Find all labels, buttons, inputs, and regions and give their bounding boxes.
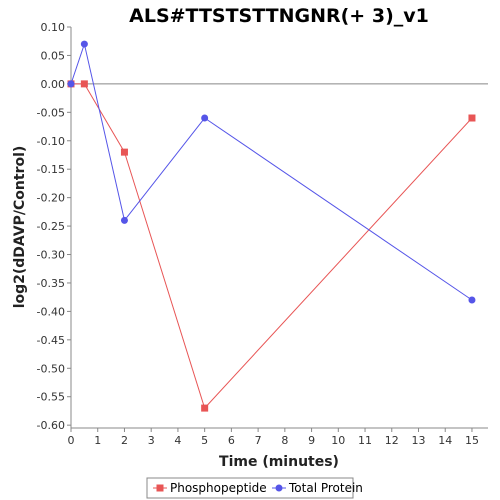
- y-tick-label: -0.50: [37, 362, 65, 375]
- x-tick-label: 10: [331, 434, 345, 447]
- y-tick-label: -0.25: [37, 220, 65, 233]
- x-tick-label: 7: [255, 434, 262, 447]
- chart-title: ALS#TTSTSTTNGNR(+ 3)_v1: [129, 5, 429, 27]
- y-tick-label: 0.00: [41, 78, 66, 91]
- data-point: [67, 80, 75, 88]
- x-tick-label: 5: [201, 434, 208, 447]
- legend-item-total-protein: Total Protein: [272, 481, 363, 495]
- x-tick-label: 1: [94, 434, 101, 447]
- y-tick-label: -0.45: [37, 334, 65, 347]
- plot-area: [71, 27, 488, 428]
- legend-box: [146, 477, 354, 499]
- x-tick-label: 9: [308, 434, 315, 447]
- series-total-protein: [67, 40, 476, 304]
- x-tick-label: 0: [68, 434, 75, 447]
- y-tick-label: -0.55: [37, 391, 65, 404]
- legend-item-phosphopeptide: Phosphopeptide: [153, 481, 267, 495]
- x-tick-label: 3: [148, 434, 155, 447]
- y-tick-label: 0.10: [41, 21, 66, 34]
- data-point: [201, 114, 209, 122]
- x-tick-label: 15: [465, 434, 479, 447]
- y-axis: 0.10 0.05 0.00 -0.05 -0.10 -0.15 -0.20 -0.25 -0.…: [37, 21, 72, 432]
- legend-marker: [275, 484, 283, 492]
- y-tick-label: -0.40: [37, 305, 65, 318]
- legend: Phosphopeptide Total Protein: [146, 477, 363, 499]
- y-tick-label: -0.30: [37, 249, 65, 262]
- y-axis-title: log2(dDAVP/Control): [12, 146, 28, 309]
- data-point: [201, 404, 209, 412]
- y-tick-label: -0.20: [37, 192, 65, 205]
- y-tick-label: -0.10: [37, 135, 65, 148]
- data-point: [120, 148, 128, 156]
- x-axis-title: Time (minutes): [219, 454, 339, 470]
- legend-label: Total Protein: [288, 481, 363, 495]
- x-tick-label: 4: [174, 434, 181, 447]
- data-point: [468, 296, 476, 304]
- x-tick-label: 12: [385, 434, 399, 447]
- data-point: [80, 40, 88, 48]
- legend-marker: [156, 484, 164, 492]
- data-point: [80, 80, 88, 88]
- legend-label: Phosphopeptide: [170, 481, 267, 495]
- data-point: [120, 216, 128, 224]
- y-tick-label: -0.35: [37, 277, 65, 290]
- y-tick-label: -0.60: [37, 419, 65, 432]
- x-tick-label: 13: [412, 434, 426, 447]
- x-tick-label: 14: [438, 434, 452, 447]
- x-tick-label: 8: [281, 434, 288, 447]
- x-tick-label: 6: [228, 434, 235, 447]
- x-tick-label: 11: [358, 434, 372, 447]
- y-tick-label: -0.15: [37, 163, 65, 176]
- series-layer: [67, 40, 476, 412]
- x-axis: 0 1 2 3 4 5 6 7 8 9 10 11 12 13 14 15: [68, 427, 488, 447]
- y-tick-label: 0.05: [41, 49, 66, 62]
- x-tick-label: 2: [121, 434, 128, 447]
- data-point: [468, 114, 476, 122]
- y-tick-label: -0.05: [37, 106, 65, 119]
